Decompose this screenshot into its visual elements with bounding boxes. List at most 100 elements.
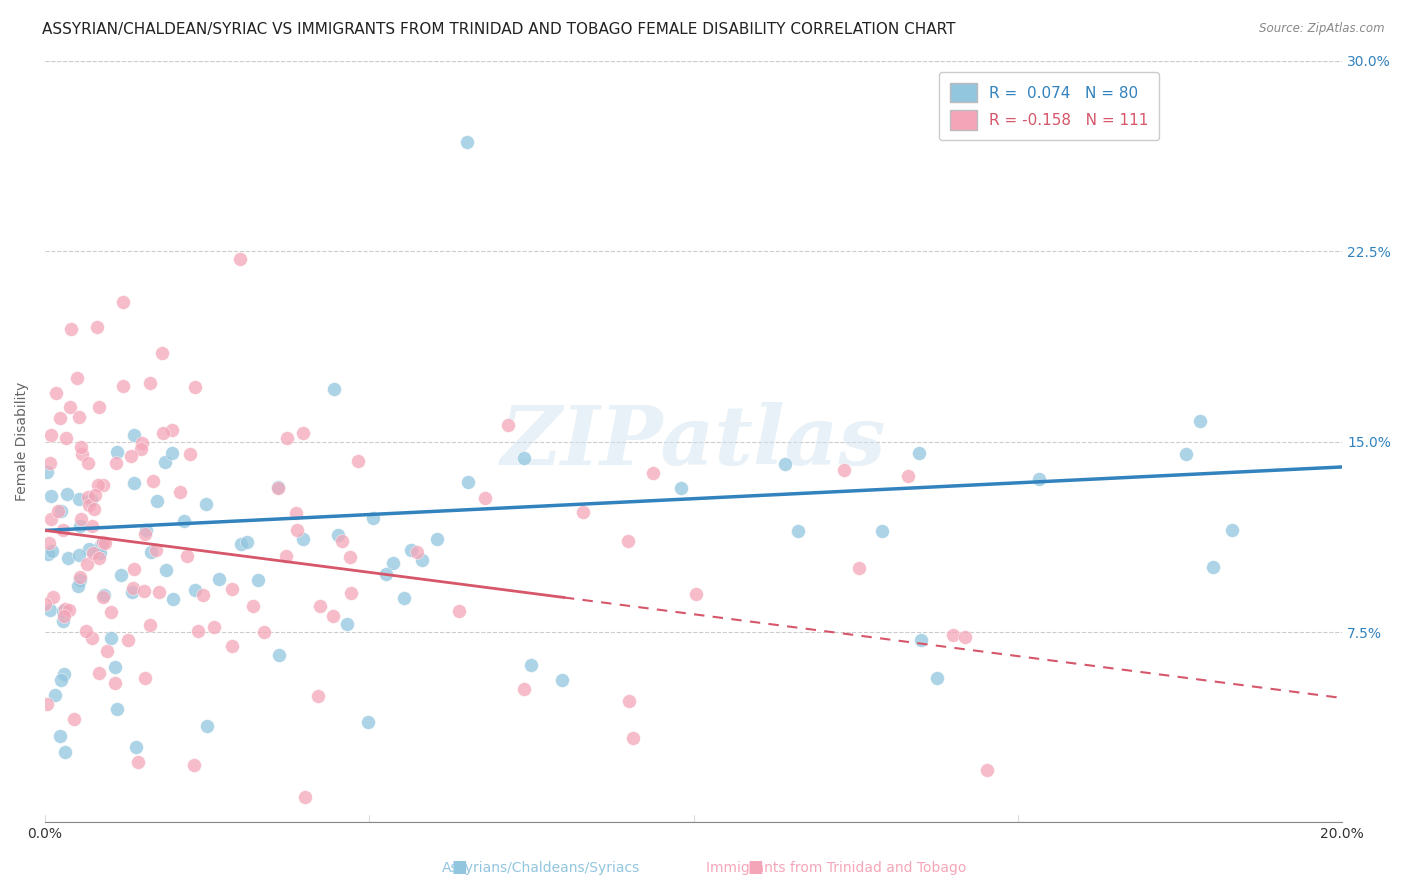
Point [86,320,108,334]
Point [67,579,90,593]
Point [59,400,82,414]
Point [105,445,128,459]
Point [160,424,183,438]
Point [908,446,931,460]
Point [53,667,76,681]
Point [266,480,288,494]
Point [191,588,214,602]
Point [105,702,128,716]
Point [80,631,103,645]
Point [474,491,496,506]
Text: Assyrians/Chaldeans/Syriacs: Assyrians/Chaldeans/Syriacs [441,862,641,875]
Point [127,756,149,770]
Point [69,519,91,533]
Point [55,487,77,501]
Point [520,658,543,673]
Point [221,582,243,596]
Point [160,445,183,459]
Point [643,467,665,481]
Point [194,497,217,511]
Point [39,456,62,470]
Point [51,673,73,687]
Point [96,644,118,658]
Point [179,447,201,461]
Point [307,689,329,703]
Point [39,512,62,526]
Y-axis label: Female Disability: Female Disability [15,382,30,501]
Point [285,506,308,520]
Point [953,630,976,644]
Point [39,427,62,442]
Point [146,494,169,508]
Point [267,481,290,495]
Point [34,597,56,611]
Point [132,583,155,598]
Point [347,454,370,468]
Point [41,591,63,605]
Point [79,498,101,512]
Point [111,294,134,309]
Point [76,557,98,571]
Point [253,624,276,639]
Point [1188,414,1211,428]
Point [228,252,250,266]
Point [322,609,344,624]
Point [1220,523,1243,537]
Point [77,456,100,470]
Point [82,546,104,560]
Point [411,552,433,566]
Point [90,538,112,552]
Point [91,535,114,549]
Point [202,620,225,634]
Point [685,587,707,601]
Point [104,660,127,674]
Point [131,435,153,450]
Point [621,731,644,745]
Point [69,573,91,587]
Point [406,544,429,558]
Point [60,322,83,336]
Point [787,524,810,538]
Point [356,714,378,729]
Point [195,719,218,733]
Point [79,493,101,508]
Point [75,624,97,638]
Point [134,526,156,541]
Point [897,469,920,483]
Point [70,511,93,525]
Point [1028,472,1050,486]
Point [669,481,692,495]
Point [274,549,297,563]
Point [551,673,574,687]
Point [229,537,252,551]
Point [91,590,114,604]
Text: Source: ZipAtlas.com: Source: ZipAtlas.com [1260,22,1385,36]
Point [145,542,167,557]
Point [152,425,174,440]
Point [153,455,176,469]
Point [976,763,998,777]
Point [616,533,638,548]
Point [121,585,143,599]
Point [83,502,105,516]
Point [67,409,90,424]
Point [67,548,90,562]
Point [340,586,363,600]
Point [124,562,146,576]
Point [125,739,148,754]
Point [49,411,72,425]
Point [53,745,76,759]
Point [291,533,314,547]
Point [48,729,70,743]
Point [58,602,80,616]
Point [139,617,162,632]
Point [176,549,198,563]
Point [148,584,170,599]
Point [242,599,264,614]
Text: ZIPatlas: ZIPatlas [501,401,886,482]
Point [139,545,162,559]
Point [87,665,110,680]
Point [120,450,142,464]
Point [70,440,93,454]
Point [183,757,205,772]
